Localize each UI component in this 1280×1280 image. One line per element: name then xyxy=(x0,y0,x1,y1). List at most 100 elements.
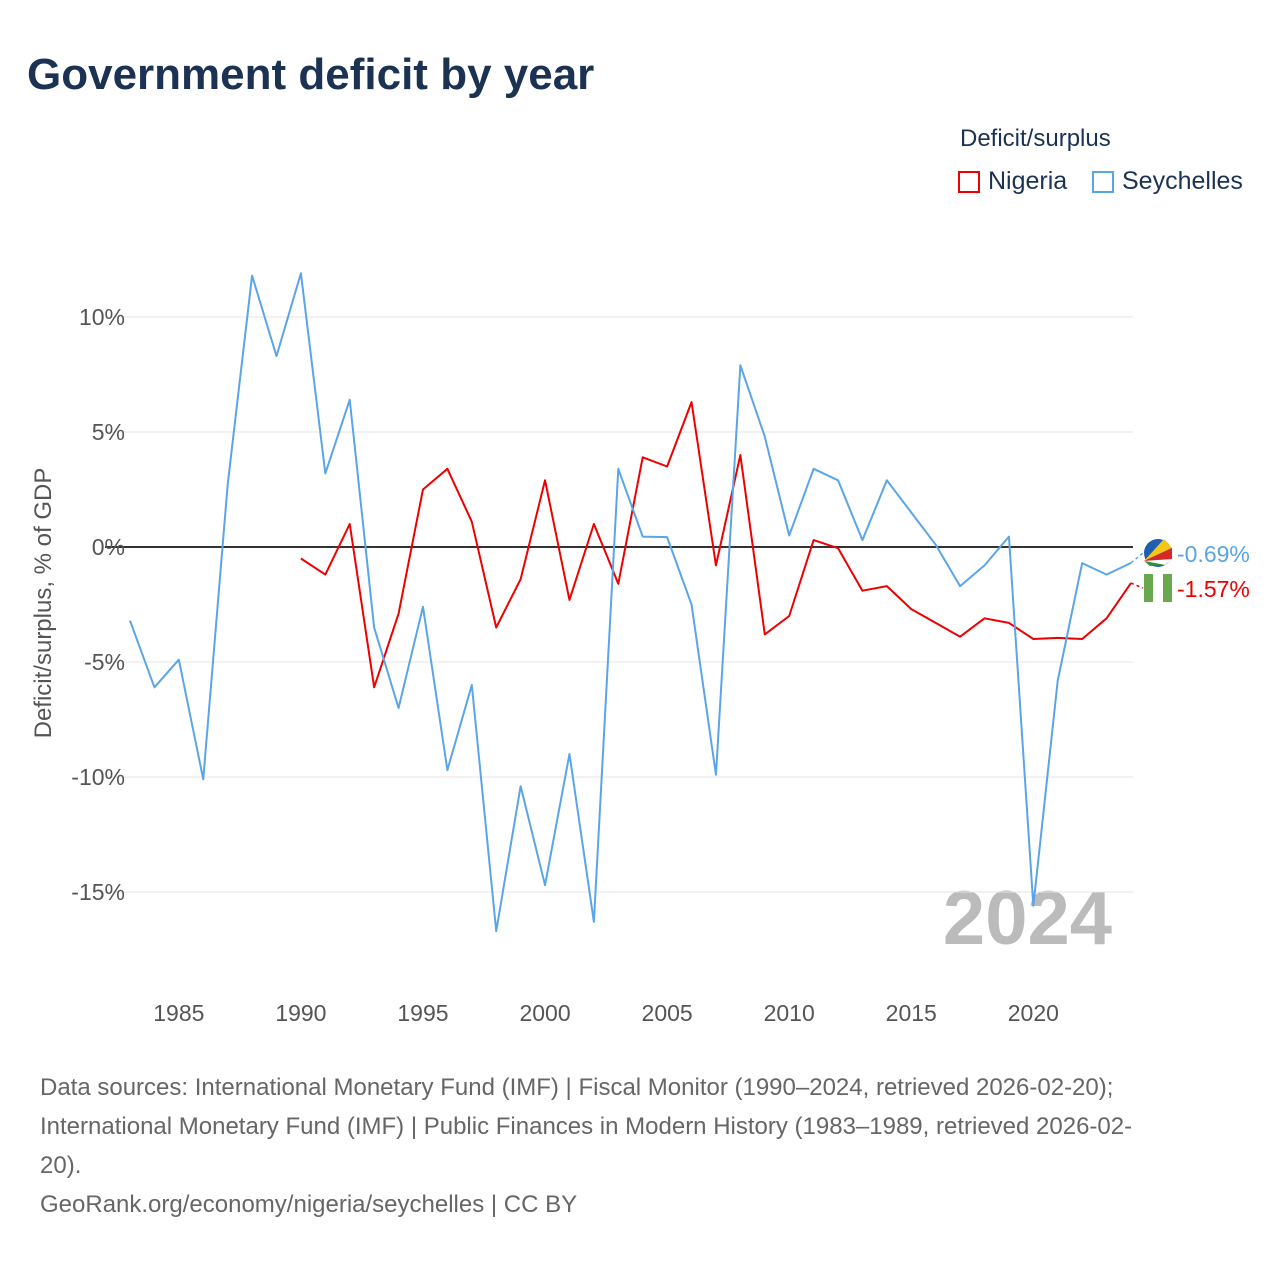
data-point xyxy=(444,767,450,773)
data-point xyxy=(444,466,450,472)
data-point xyxy=(664,464,670,470)
source-line: 20). xyxy=(40,1152,82,1179)
data-point xyxy=(591,521,597,527)
y-axis-label: Deficit/surplus, % of GDP xyxy=(30,468,57,739)
data-point xyxy=(518,576,524,582)
x-tick-label: 1990 xyxy=(275,1000,326,1026)
data-point xyxy=(322,470,328,476)
seychelles-flag-icon xyxy=(1144,539,1172,567)
data-point xyxy=(151,684,157,690)
data-point xyxy=(933,542,939,548)
x-tick-label: 2015 xyxy=(886,1000,937,1026)
end-value-label: -0.69% xyxy=(1177,541,1250,567)
legend-swatch xyxy=(958,170,980,193)
data-point xyxy=(371,625,377,631)
data-point xyxy=(347,521,353,527)
data-point xyxy=(371,684,377,690)
series-line-nigeria[interactable] xyxy=(300,401,1132,689)
data-point xyxy=(713,562,719,568)
data-point xyxy=(615,581,621,587)
data-point xyxy=(884,477,890,483)
data-point xyxy=(396,705,402,711)
y-tick-label: 5% xyxy=(92,419,125,445)
attribution-link[interactable]: GeoRank.org/economy/nigeria/seychelles |… xyxy=(40,1191,578,1218)
data-point xyxy=(786,533,792,539)
data-point xyxy=(664,534,670,540)
nigeria-flag-icon xyxy=(1144,574,1172,602)
data-point xyxy=(469,682,475,688)
y-tick-label: -5% xyxy=(84,649,125,675)
data-point xyxy=(640,454,646,460)
data-point xyxy=(982,615,988,621)
legend-item-nigeria[interactable]: Nigeria xyxy=(958,167,1067,196)
series-line-seychelles[interactable] xyxy=(129,272,1132,933)
data-point xyxy=(1079,636,1085,642)
data-point xyxy=(1006,620,1012,626)
data-point xyxy=(762,631,768,637)
footer: Data sources: International Monetary Fun… xyxy=(40,1068,1240,1224)
data-point xyxy=(689,602,695,608)
data-point xyxy=(689,399,695,405)
legend-item-seychelles[interactable]: Seychelles xyxy=(1092,167,1243,196)
data-point xyxy=(1006,534,1012,540)
data-point xyxy=(908,606,914,612)
data-point xyxy=(493,928,499,934)
data-point xyxy=(1104,572,1110,578)
legend-title: Deficit/surplus xyxy=(960,125,1111,152)
data-point xyxy=(859,537,865,543)
y-tick-label: 0% xyxy=(92,534,125,560)
data-point xyxy=(1055,677,1061,683)
data-point xyxy=(322,572,328,578)
data-point xyxy=(1079,560,1085,566)
year-watermark: 2024 xyxy=(943,876,1112,961)
x-tick-label: 1995 xyxy=(397,1000,448,1026)
data-point xyxy=(762,434,768,440)
data-point xyxy=(518,783,524,789)
data-point xyxy=(615,466,621,472)
source-line: International Monetary Fund (IMF) | Publ… xyxy=(40,1113,1133,1140)
data-point xyxy=(1055,635,1061,641)
data-point xyxy=(469,519,475,525)
data-point xyxy=(859,588,865,594)
data-point xyxy=(1104,615,1110,621)
legend-swatch xyxy=(1092,170,1114,193)
data-point xyxy=(1030,903,1036,909)
data-point xyxy=(273,353,279,359)
data-point xyxy=(127,618,133,624)
data-point xyxy=(347,397,353,403)
source-line: Data sources: International Monetary Fun… xyxy=(40,1074,1114,1101)
data-point xyxy=(420,604,426,610)
data-point xyxy=(200,776,206,782)
y-tick-label: 10% xyxy=(79,304,125,330)
x-tick-label: 1985 xyxy=(153,1000,204,1026)
data-point xyxy=(566,751,572,757)
data-point xyxy=(884,583,890,589)
data-point xyxy=(957,634,963,640)
data-point xyxy=(982,562,988,568)
end-connector xyxy=(1130,582,1144,589)
data-point xyxy=(737,362,743,368)
legend-label: Nigeria xyxy=(988,167,1068,195)
chart-title: Government deficit by year xyxy=(27,50,595,99)
legend-label: Seychelles xyxy=(1122,167,1243,195)
data-point xyxy=(493,625,499,631)
data-point xyxy=(176,657,182,663)
y-tick-label: -10% xyxy=(71,764,125,790)
data-point xyxy=(298,556,304,562)
data-point xyxy=(542,882,548,888)
data-point xyxy=(566,597,572,603)
x-tick-label: 2020 xyxy=(1008,1000,1059,1026)
end-value-label: -1.57% xyxy=(1177,576,1250,602)
data-point xyxy=(225,482,231,488)
data-point xyxy=(591,919,597,925)
data-point xyxy=(640,534,646,540)
chart-area: 2024 Deficit/surplus, % of GDP 10% 5% 0% -5… xyxy=(30,272,1250,1026)
x-tick-label: 2000 xyxy=(519,1000,570,1026)
data-point xyxy=(420,487,426,493)
y-tick-label: -15% xyxy=(71,879,125,905)
data-point xyxy=(811,466,817,472)
data-point xyxy=(396,611,402,617)
x-tick-label: 2005 xyxy=(642,1000,693,1026)
end-connector xyxy=(1130,552,1144,564)
data-point xyxy=(786,613,792,619)
